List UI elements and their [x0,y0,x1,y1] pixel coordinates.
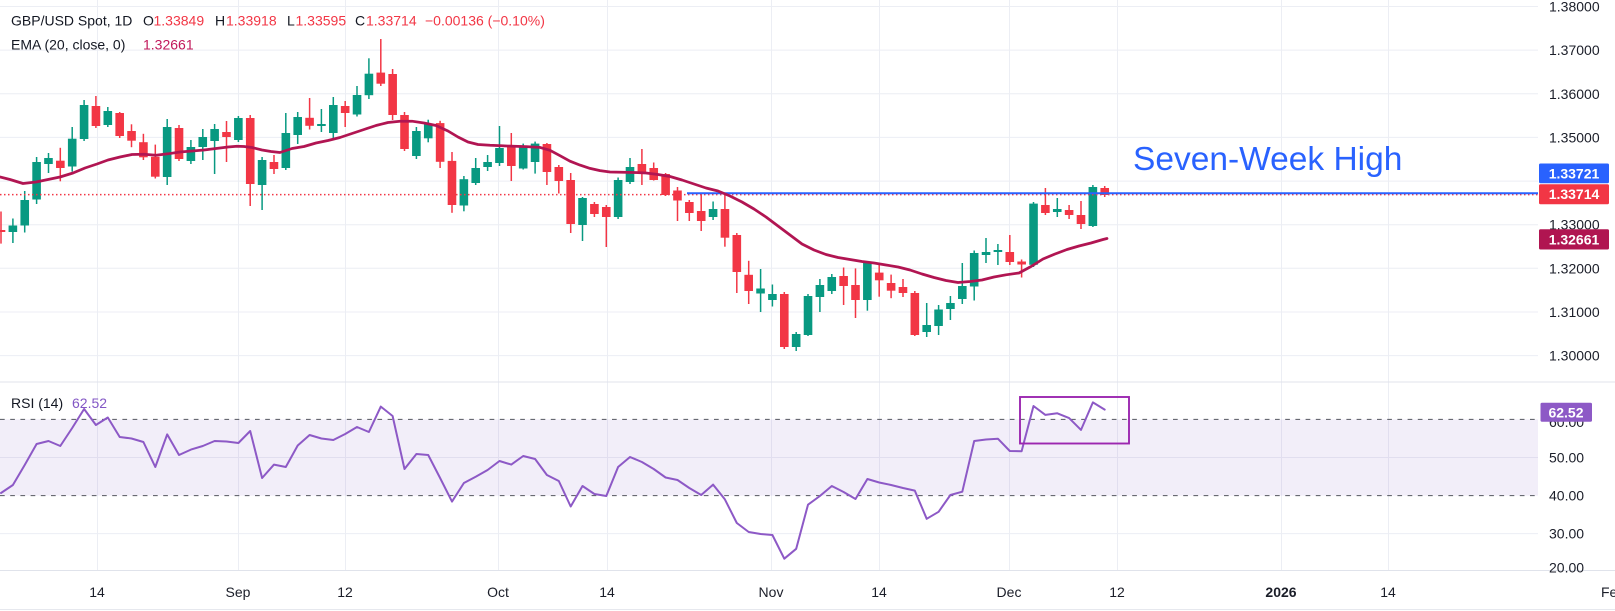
svg-text:1.32000: 1.32000 [1549,260,1600,276]
svg-text:20.00: 20.00 [1549,560,1584,576]
svg-text:1.31000: 1.31000 [1549,304,1600,320]
svg-text:1.30000: 1.30000 [1549,348,1600,364]
svg-text:62.52: 62.52 [1548,404,1583,420]
svg-text:1.33714: 1.33714 [366,13,417,29]
svg-text:12: 12 [337,584,353,600]
svg-text:1.35000: 1.35000 [1549,129,1600,145]
svg-text:Nov: Nov [759,584,784,600]
svg-text:Oct: Oct [487,584,509,600]
svg-text:1.33714: 1.33714 [1549,186,1600,202]
svg-text:GBP/USD Spot, 1D: GBP/USD Spot, 1D [11,13,132,29]
svg-text:62.52: 62.52 [72,395,107,411]
svg-text:Dec: Dec [997,584,1022,600]
svg-text:1.33000: 1.33000 [1549,217,1600,233]
svg-text:40.00: 40.00 [1549,488,1584,504]
svg-text:1.33721: 1.33721 [1549,165,1600,181]
svg-text:H: H [215,13,225,29]
svg-text:1.32661: 1.32661 [1549,231,1600,247]
svg-text:EMA (20, close, 0): EMA (20, close, 0) [11,37,125,53]
svg-text:12: 12 [1109,584,1125,600]
svg-text:Seven-Week High: Seven-Week High [1133,141,1402,178]
svg-text:1.33595: 1.33595 [296,13,347,29]
svg-text:O: O [143,13,154,29]
svg-text:1.38000: 1.38000 [1549,0,1600,15]
svg-text:Sep: Sep [226,584,251,600]
svg-text:30.00: 30.00 [1549,526,1584,542]
svg-text:1.33918: 1.33918 [226,13,277,29]
svg-text:C: C [355,13,365,29]
svg-text:1.33849: 1.33849 [154,13,205,29]
svg-text:50.00: 50.00 [1549,450,1584,466]
svg-text:1.32661: 1.32661 [143,37,194,53]
svg-text:L: L [287,13,295,29]
svg-text:1.36000: 1.36000 [1549,86,1600,102]
svg-text:1.37000: 1.37000 [1549,42,1600,58]
svg-text:Feb: Feb [1601,584,1615,600]
svg-text:14: 14 [1380,584,1396,600]
svg-text:RSI (14): RSI (14) [11,395,63,411]
svg-text:14: 14 [871,584,887,600]
svg-text:14: 14 [89,584,105,600]
svg-text:14: 14 [599,584,615,600]
svg-text:2026: 2026 [1265,584,1296,600]
svg-text:−0.00136 (−0.10%): −0.00136 (−0.10%) [425,13,545,29]
